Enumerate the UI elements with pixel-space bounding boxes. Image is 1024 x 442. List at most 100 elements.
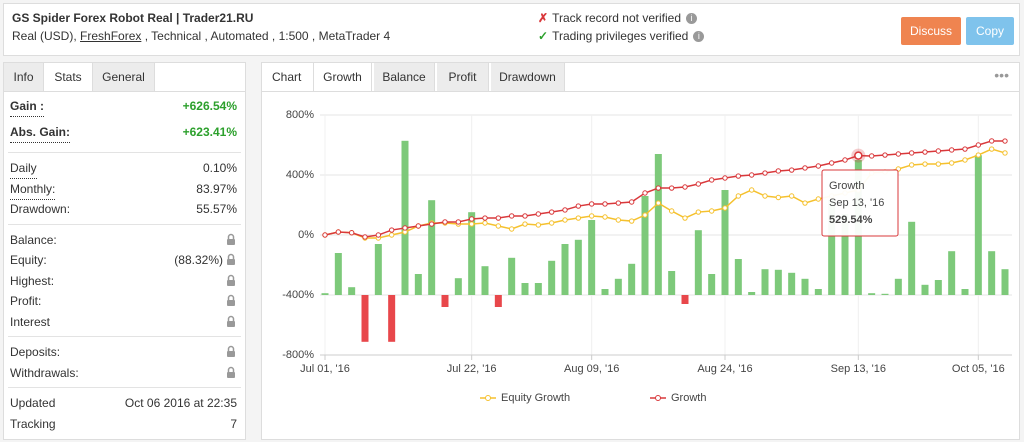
subtitle: Real (USD), FreshForex , Technical , Aut… <box>12 29 390 43</box>
cross-icon: ✗ <box>538 11 549 25</box>
bar <box>988 251 996 295</box>
x-tick-label: Aug 24, '16 <box>697 363 752 375</box>
copy-button[interactable]: Copy <box>966 17 1014 45</box>
point <box>895 151 902 157</box>
stat-row: Gain : +626.54% <box>10 96 237 117</box>
bar <box>921 284 929 295</box>
point <box>655 185 662 191</box>
title: GS Spider Forex Robot Real | Trader21.RU <box>12 11 254 25</box>
lock-icon <box>227 253 235 265</box>
point <box>908 150 915 156</box>
lock-shackle <box>227 274 235 280</box>
x-tick-label: Oct 05, '16 <box>952 363 1005 375</box>
lock-shackle <box>227 366 235 372</box>
y-tick-label: -400% <box>282 289 314 301</box>
point <box>708 177 715 183</box>
bar <box>974 155 982 295</box>
lock-icon <box>227 294 235 306</box>
bar <box>788 272 796 295</box>
point <box>575 203 582 209</box>
tab[interactable]: Stats <box>44 63 93 91</box>
point <box>668 185 675 191</box>
stat-label: Gain : <box>10 96 45 117</box>
tooltip-date: Sep 13, '16 <box>829 197 884 209</box>
stat-value-group: 55.57% <box>196 199 237 219</box>
bar <box>374 244 382 295</box>
lock-shackle <box>227 233 235 239</box>
point <box>562 217 568 223</box>
tab-divider <box>4 91 245 92</box>
point <box>975 152 982 158</box>
bar <box>948 251 956 295</box>
stat-value-group <box>223 342 237 362</box>
info-icon[interactable]: i <box>693 31 705 43</box>
point <box>762 170 768 176</box>
tab[interactable]: Balance <box>374 63 435 91</box>
bar <box>894 278 902 295</box>
point <box>362 234 368 240</box>
point <box>615 200 622 206</box>
chart-label: Chart <box>272 70 302 84</box>
point <box>1002 150 1008 156</box>
point <box>788 167 795 173</box>
point <box>508 213 515 219</box>
x-tick-label: Jul 22, '16 <box>447 363 497 375</box>
point <box>868 153 875 159</box>
legend-marker <box>655 395 661 401</box>
point <box>708 208 715 214</box>
point <box>762 193 768 199</box>
point <box>388 227 395 233</box>
point <box>615 217 622 223</box>
tab[interactable]: Growth <box>313 63 372 91</box>
lock-icon <box>227 274 235 286</box>
check-text: Track record not verified <box>552 11 681 25</box>
bar <box>628 263 636 295</box>
discuss-button[interactable]: Discuss <box>901 17 961 45</box>
point <box>535 222 542 228</box>
bar <box>334 253 342 295</box>
point <box>348 230 355 236</box>
stat-label: Withdrawals: <box>10 365 79 380</box>
bar <box>428 200 436 295</box>
bar <box>414 274 422 295</box>
tab[interactable]: Profit <box>437 63 489 91</box>
legend-marker <box>485 395 491 401</box>
point <box>882 152 888 158</box>
stat-row: Balance: <box>10 230 237 250</box>
info-icon[interactable]: i <box>686 13 697 25</box>
stat-value-group: 7 <box>230 414 237 434</box>
point <box>962 146 968 152</box>
point <box>575 215 582 221</box>
tab[interactable]: Info <box>4 63 44 91</box>
point <box>842 157 848 163</box>
stat-value: +626.54% <box>182 99 237 113</box>
point <box>962 157 968 163</box>
stat-value-group: +626.54% <box>183 96 237 116</box>
point <box>508 226 515 232</box>
point <box>642 212 648 218</box>
stat-value: 0.10% <box>202 161 237 175</box>
point <box>775 194 782 201</box>
group-divider <box>8 336 241 337</box>
point <box>442 219 448 225</box>
lock-shackle <box>227 253 235 259</box>
tab[interactable]: General <box>93 63 155 91</box>
bar <box>494 295 502 307</box>
bar <box>641 196 649 295</box>
point <box>788 193 795 199</box>
stat-value-group <box>223 271 237 291</box>
bar <box>934 280 942 295</box>
y-tick-label: 800% <box>286 109 314 121</box>
point <box>948 160 955 166</box>
bar <box>454 278 462 295</box>
point <box>802 200 808 206</box>
broker-link[interactable]: FreshForex <box>80 29 142 43</box>
point <box>1002 138 1008 144</box>
tab[interactable]: Drawdown <box>491 63 565 91</box>
point <box>935 161 942 167</box>
series-line <box>324 140 1006 238</box>
point <box>548 209 555 215</box>
subtitle-text: , Technical , Automated , 1:500 , MetaTr… <box>141 29 391 43</box>
menu-icon[interactable]: ••• <box>994 67 1009 83</box>
group-divider <box>8 223 241 225</box>
